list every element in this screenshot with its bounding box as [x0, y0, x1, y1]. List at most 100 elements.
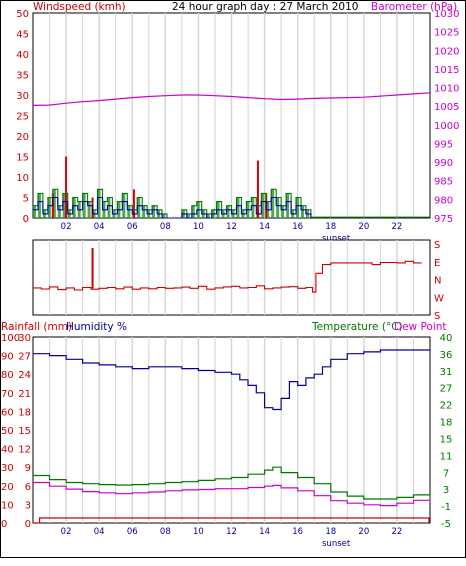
humidity-tick-label: 100 — [1, 333, 20, 344]
gust-bar — [296, 197, 300, 218]
wind-panel-x-tick-label: 12 — [226, 222, 237, 232]
rainfall-tick-label: 27 — [18, 352, 31, 363]
temperature-tick-label: 7 — [443, 468, 449, 479]
gust-bar — [33, 205, 36, 218]
direction-tick-label: S — [434, 311, 440, 322]
gust-bar — [127, 205, 131, 218]
gust-bar — [186, 213, 190, 218]
temp-panel-x-tick-label: 08 — [160, 527, 171, 537]
temp-panel-x-tick-label: 12 — [226, 527, 237, 537]
gust-bar — [300, 205, 304, 218]
humidity-tick-label: 50 — [1, 426, 14, 437]
rainfall-tick-label: 3 — [25, 500, 31, 511]
gust-bar — [286, 193, 290, 218]
rainfall-tick-label: 9 — [25, 463, 31, 474]
direction-tick-label: E — [434, 258, 440, 269]
gust-bar — [72, 197, 76, 218]
sunset-label-top: sunset — [322, 234, 351, 244]
gust-bar — [82, 193, 86, 218]
gust-bar — [276, 197, 280, 218]
rainfall-tick-label: 6 — [25, 482, 31, 493]
humidity-tick-label: 10 — [1, 500, 14, 511]
barometer-tick-label: 1015 — [434, 65, 459, 76]
rainfall-tick-label: 24 — [18, 370, 31, 381]
humidity-tick-label: 0 — [1, 519, 7, 530]
humidity-tick-label: 20 — [1, 482, 14, 493]
temp-panel-x-tick-label: 16 — [292, 527, 303, 537]
gust-bar — [162, 213, 166, 218]
windspeed-tick-label: 15 — [16, 153, 29, 164]
wind-panel-x-tick-label: 02 — [61, 222, 72, 232]
temperature-tick-label: 3 — [443, 485, 449, 496]
temperature-tick-label: 11 — [440, 451, 453, 462]
windspeed-tick-label: 0 — [23, 214, 29, 225]
gust-bar — [152, 205, 156, 218]
humidity-axis-title: Humidity % — [66, 321, 127, 333]
gust-bar — [62, 193, 66, 218]
wind-panel-x-tick-label: 22 — [392, 222, 403, 232]
windspeed-tick-label: 35 — [16, 71, 29, 82]
temperature-tick-label: 22 — [440, 401, 453, 412]
temperature-tick-label: 40 — [440, 333, 453, 344]
barometer-tick-label: 985 — [434, 177, 453, 188]
temperature-tick-label: 31 — [440, 367, 453, 378]
temp-panel-x-tick-label: 14 — [259, 527, 270, 537]
gust-bar — [122, 193, 126, 218]
gust-bar — [281, 205, 285, 218]
gust-bar — [47, 197, 51, 218]
rainfall-axis-title: Rainfall (mm) — [1, 321, 72, 333]
barometer-tick-label: 980 — [434, 195, 453, 206]
humidity-tick-label: 30 — [1, 463, 14, 474]
barometer-tick-label: 1020 — [434, 46, 459, 57]
windspeed-tick-label: 30 — [16, 91, 29, 102]
temp-panel-x-tick-label: 10 — [193, 527, 204, 537]
humidity-line — [33, 349, 430, 411]
sunset-label-bottom: sunset — [322, 539, 351, 549]
wind-panel-x-tick-label: 06 — [127, 222, 138, 232]
rainfall-tick-label: 15 — [18, 426, 31, 437]
gust-bar — [52, 189, 56, 218]
gust-bar — [142, 205, 146, 218]
wind-direction-line — [33, 260, 422, 293]
barometer-tick-label: 1000 — [434, 121, 459, 132]
barometer-tick-label: 975 — [434, 214, 453, 225]
temp-panel-x-tick-label: 06 — [127, 527, 138, 537]
wind-panel-x-tick-label: 18 — [325, 222, 336, 232]
temperature-tick-label: 27 — [440, 384, 453, 395]
average-wind-line — [33, 196, 312, 219]
windspeed-tick-label: 10 — [16, 173, 29, 184]
rainfall-line — [33, 517, 430, 524]
gust-bar — [226, 205, 230, 218]
gust-bar — [191, 205, 195, 218]
barometer-axis-title: Barometer (hPa) — [371, 1, 457, 13]
wind-panel-x-tick-label: 08 — [160, 222, 171, 232]
wind-panel-x-tick-label: 14 — [259, 222, 270, 232]
rainfall-tick-label: 12 — [18, 445, 31, 456]
windspeed-tick-label: 20 — [16, 132, 29, 143]
rainfall-tick-label: 21 — [18, 389, 31, 400]
temperature-tick-label: 15 — [440, 434, 453, 445]
rainfall-tick-label: 30 — [18, 333, 31, 344]
gust-bar — [87, 201, 91, 218]
temp-panel-x-tick-label: 04 — [94, 527, 105, 537]
gust-bar — [251, 197, 255, 218]
temperature-tick-label: 18 — [440, 418, 453, 429]
humidity-tick-label: 60 — [1, 407, 14, 418]
gust-bar — [206, 213, 210, 218]
windspeed-tick-label: 5 — [23, 194, 29, 205]
gust-bar — [137, 197, 141, 218]
temp-panel-x-tick-label: 22 — [392, 527, 403, 537]
temperature-tick-label: -1 — [441, 502, 451, 513]
humidity-tick-label: 90 — [1, 352, 14, 363]
windspeed-tick-label: 25 — [16, 112, 29, 123]
barometer-tick-label: 1030 — [434, 9, 459, 20]
barometer-tick-label: 990 — [434, 158, 453, 169]
gust-bar — [271, 189, 275, 218]
direction-tick-label: W — [434, 293, 444, 304]
windspeed-tick-label: 45 — [16, 30, 29, 41]
gust-bar — [107, 197, 111, 218]
gust-bar — [97, 189, 101, 218]
temperature-line — [33, 466, 431, 500]
windspeed-tick-label: 50 — [16, 9, 29, 20]
